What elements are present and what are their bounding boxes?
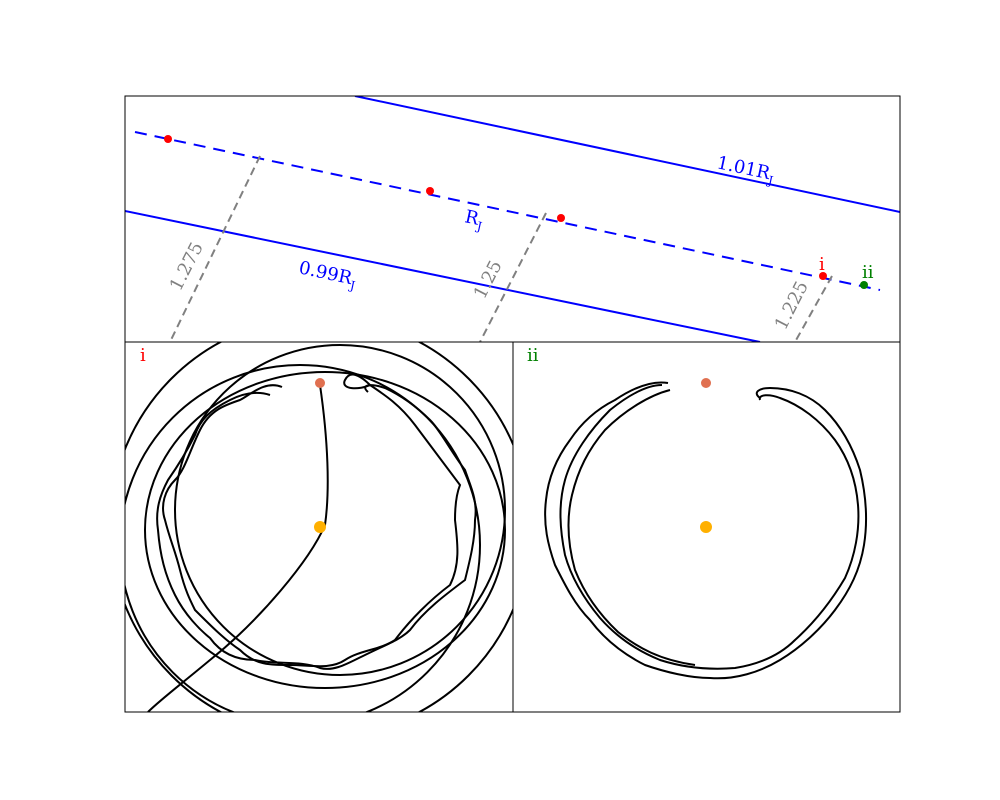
contour-label-1275: 1.275	[166, 239, 208, 294]
moon-point-1	[164, 135, 172, 143]
marker-ii-label: ii	[862, 262, 874, 283]
panel-ii-frame	[512, 341, 901, 713]
moon-dot-ii	[701, 378, 711, 388]
jupiter-radius-line	[134, 131, 881, 291]
moon-point-3	[557, 214, 565, 222]
contour-line-125	[479, 212, 547, 342]
panel-ii-label: ii	[527, 345, 539, 366]
contour-label-125: 1.25	[470, 257, 507, 302]
orbit-ii-ring-2	[559, 384, 860, 670]
orbit-ii-ring-1	[544, 381, 868, 680]
orbit-moon-trail	[147, 384, 329, 712]
marker-ii-point	[860, 281, 868, 289]
orbit-loop-3	[174, 344, 506, 676]
orbit-loop-4	[144, 371, 506, 689]
orbit-panel-i	[125, 342, 513, 712]
inner-radius-line	[125, 210, 761, 342]
jupiter-radius-label: RJ	[462, 206, 485, 233]
inner-radius-label: 0.99RJ	[296, 257, 358, 293]
orbit-ii-ring-3	[567, 389, 696, 666]
moon-point-2	[426, 187, 434, 195]
planet-dot-i	[314, 521, 326, 533]
outer-radius-line	[354, 96, 900, 213]
planet-dot-ii	[700, 521, 712, 533]
marker-i-point	[819, 272, 827, 280]
orbit-outer-ring	[156, 384, 477, 670]
orbit-panel-ii	[544, 378, 868, 680]
contour-label-1225: 1.225	[771, 278, 813, 333]
marker-i-label: i	[819, 254, 825, 275]
top-panel	[125, 96, 900, 342]
orbit-inner-ring	[162, 373, 462, 668]
orbit-loop-2	[125, 364, 481, 712]
outer-radius-label: 1.01RJ	[714, 152, 776, 188]
moon-dot-i	[315, 378, 325, 388]
panel-i-label: i	[140, 345, 146, 366]
contour-line-1275	[169, 155, 261, 342]
